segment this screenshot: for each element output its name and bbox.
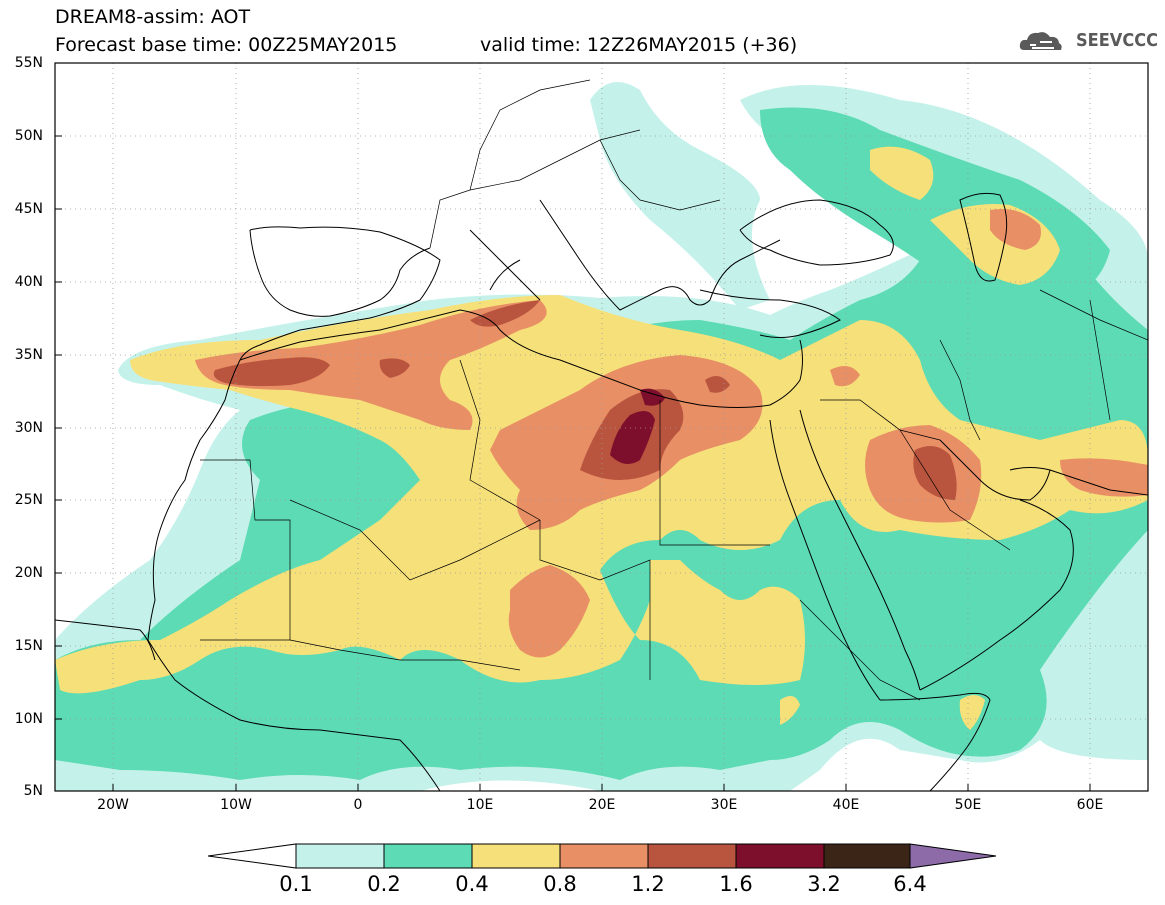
aot-field-1-6 (610, 411, 655, 464)
coastline-north-africa (239, 309, 803, 408)
coastline-caspian (959, 192, 1008, 282)
valid-time: valid time: 12Z26MAY2015 (+36) (480, 34, 798, 56)
border-ethiopia (799, 599, 921, 701)
colorbar-label-0-2: 0.2 (367, 872, 401, 896)
aot-field-0-8-chad (508, 565, 590, 658)
colorbar-label-1-2: 1.2 (631, 872, 665, 896)
aot-field-1-2-arabia (913, 446, 957, 500)
aot-field-0-4-eritrea (780, 696, 800, 725)
border-libya-egypt (659, 400, 770, 546)
colorbar-segment-0-1 (295, 843, 385, 869)
coastline-arabia-south (919, 499, 1074, 691)
colorbar-segment-1-6 (735, 843, 825, 869)
coastline-horn-of-africa (879, 692, 991, 791)
lat-label-25n: 25N (14, 492, 43, 508)
country-borders (200, 79, 1148, 701)
aot-field-0-8-caspian (990, 209, 1041, 250)
aot-field-0-4-horn (959, 695, 985, 730)
aot-field-0-8-iran (1060, 458, 1148, 497)
border-east (1039, 289, 1148, 421)
coastline-italy (469, 229, 541, 301)
lon-label-40e: 40E (832, 797, 860, 813)
graticule (55, 63, 1148, 791)
colorbar-label-0-8: 0.8 (543, 872, 577, 896)
lat-label-10n: 10N (14, 711, 43, 727)
aot-field-0-4-ukraine (870, 146, 934, 200)
coastline-red-sea-east (799, 409, 921, 691)
border-europe-3 (599, 139, 721, 211)
aot-field-1-2 (213, 357, 330, 387)
colorbar-label-6-4: 6.4 (893, 872, 927, 896)
coastline-red-sea-west (769, 419, 881, 701)
lon-label-50e: 50E (954, 797, 982, 813)
aot-field-1-2-tunisia (470, 300, 540, 327)
lon-label-10e: 10E (466, 797, 494, 813)
lat-label-50n: 50N (14, 128, 43, 144)
colorbar-under-triangle (207, 843, 297, 869)
border-sahel-1 (289, 639, 521, 671)
border-europe-2 (469, 79, 591, 191)
lat-label-55n: 55N (14, 55, 43, 71)
coastline-balkans-greece (539, 199, 781, 311)
tick-marks (55, 135, 1091, 791)
lat-label-30n: 30N (14, 420, 43, 436)
logo-text: SEEVCCC (1076, 30, 1158, 51)
lon-label-0: 0 (353, 797, 363, 813)
colorbar-segment-1-2 (647, 843, 737, 869)
colorbar-label-0-1: 0.1 (279, 872, 313, 896)
colorbar-label-0-4: 0.4 (455, 872, 489, 896)
coastline-persian-gulf (939, 439, 1051, 501)
aot-field-0-8 (195, 300, 547, 430)
colorbar-over-triangle (909, 843, 997, 869)
lon-label-60e: 60E (1076, 797, 1104, 813)
lat-label-40n: 40N (14, 274, 43, 290)
lon-label-20e: 20E (588, 797, 616, 813)
coastline-iberia-africa-west (147, 226, 441, 791)
colorbar-segment-3-2 (823, 843, 911, 869)
border-mauritania (200, 459, 291, 641)
lon-label-10w: 10W (220, 797, 252, 813)
border-arabia-2 (899, 429, 1011, 551)
border-algeria-mali (289, 499, 541, 581)
colorbar (207, 843, 997, 869)
border-libya-west (459, 359, 541, 521)
border-iran-iraq (939, 339, 981, 441)
lat-label-20n: 20N (14, 565, 43, 581)
lon-label-20w: 20W (97, 797, 129, 813)
coastline-west-africa (55, 619, 156, 661)
coastlines (55, 192, 1148, 791)
colorbar-segment-0-8 (559, 843, 649, 869)
aot-field-0-8-iraq (830, 366, 860, 387)
lat-label-45n: 45N (14, 201, 43, 217)
coastline-black-sea (739, 199, 894, 266)
aot-field-0-1-north (590, 82, 770, 310)
lat-label-5n: 5N (23, 783, 43, 799)
border-chad-sudan (539, 520, 651, 680)
coastline-turkey (699, 289, 841, 338)
colorbar-label-1-6: 1.6 (719, 872, 753, 896)
map-title: DREAM8-assim: AOT (55, 6, 251, 28)
colorbar-segment-0-4 (471, 843, 561, 869)
lat-label-15n: 15N (14, 638, 43, 654)
lon-label-30e: 30E (710, 797, 738, 813)
aot-contour-fields (55, 82, 1148, 791)
border-arabia-1 (820, 399, 941, 441)
colorbar-segment-0-2 (383, 843, 473, 869)
aot-field-1-6-coast (640, 388, 665, 406)
cloud-logo-icon (1019, 32, 1062, 50)
forecast-base-time: Forecast base time: 00Z25MAY2015 (55, 34, 398, 56)
coastline-iran-south (1049, 469, 1148, 496)
aot-field-1-2-algeria (379, 358, 410, 378)
coastline-iberia (249, 229, 431, 317)
lat-label-35n: 35N (14, 347, 43, 363)
colorbar-label-3-2: 3.2 (807, 872, 841, 896)
